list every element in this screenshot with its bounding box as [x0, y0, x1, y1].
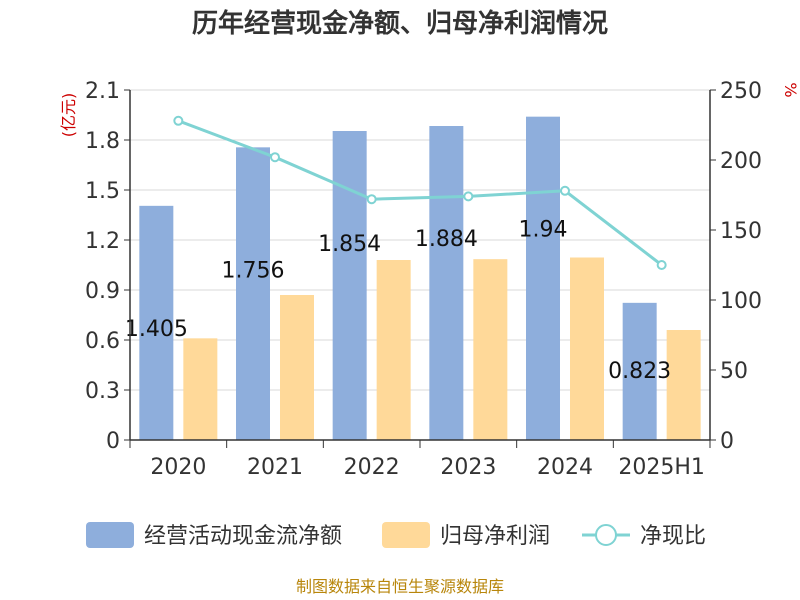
axes: 0 0.3 0.6 0.9 1.2 1.5 1.8 2.1 0 50 100 150 200 250 202… [85, 79, 762, 480]
data-label: 1.854 [318, 232, 381, 257]
ratio-line [173, 115, 667, 270]
data-label: 1.405 [125, 317, 188, 342]
right-axis-tick-label: 250 [720, 79, 762, 104]
left-axis-tick-label: 0.6 [85, 329, 120, 354]
ratio-point [560, 185, 570, 196]
x-axis-tick-label: 2024 [537, 455, 593, 480]
left-axis-tick-label: 1.8 [85, 129, 120, 154]
bar-operating-cash-flow [622, 302, 657, 440]
bar-operating-cash-flow [332, 131, 367, 440]
x-axis-tick-label: 2021 [247, 455, 303, 480]
left-axis-tick-label: 1.2 [85, 229, 120, 254]
bar-net-profit [280, 295, 314, 440]
bar-net-profit [666, 330, 701, 440]
right-axis-unit: % [781, 82, 800, 97]
ratio-point [270, 152, 280, 163]
data-label: 1.94 [519, 218, 568, 243]
left-axis-tick-label: 1.5 [85, 179, 120, 204]
data-labels: 1.405 1.756 1.854 1.884 1.94 0.823 [125, 218, 671, 384]
bar-operating-cash-flow [236, 147, 270, 441]
legend-swatch [382, 522, 430, 548]
x-axis-tick-label: 2022 [344, 455, 400, 480]
bar-net-profit [183, 338, 218, 440]
right-axis-tick-label: 200 [720, 149, 762, 174]
bar-net-profit [376, 260, 411, 440]
bar-operating-cash-flow [526, 116, 560, 441]
legend-label: 净现比 [640, 524, 706, 549]
right-axis-tick-label: 50 [720, 359, 748, 384]
bar-net-profit [570, 257, 604, 440]
ratio-point [463, 191, 474, 202]
left-axis-tick-label: 0.3 [85, 379, 120, 404]
ratio-line-path [177, 119, 663, 267]
bar-operating-cash-flow [429, 126, 464, 440]
data-label: 0.823 [608, 359, 671, 384]
x-axis-tick-label: 2025H1 [618, 455, 705, 480]
bars [139, 116, 701, 441]
data-label: 1.884 [415, 227, 478, 252]
ratio-point [173, 115, 184, 126]
left-axis-tick-label: 2.1 [85, 79, 120, 104]
legend-label: 经营活动现金流净额 [144, 524, 342, 549]
left-axis-tick-label: 0 [106, 429, 120, 454]
ratio-point [656, 260, 667, 270]
data-label: 1.756 [222, 258, 285, 283]
right-axis-tick-label: 150 [720, 219, 762, 244]
x-axis-tick-label: 2020 [150, 455, 206, 480]
x-axis-tick-label: 2023 [440, 455, 496, 480]
right-axis-tick-label: 100 [720, 289, 762, 314]
left-axis-tick-label: 0.9 [85, 279, 120, 304]
left-axis-unit: (亿元) [59, 93, 78, 138]
chart-title: 历年经营现金净额、归母净利润情况 [192, 8, 608, 39]
ratio-point [366, 194, 377, 205]
bar-operating-cash-flow [139, 205, 174, 440]
legend: 经营活动现金流净额 归母净利润 净现比 [86, 522, 706, 549]
legend-swatch [86, 522, 134, 548]
right-axis-tick-label: 0 [720, 429, 734, 454]
source-note: 制图数据来自恒生聚源数据库 [296, 577, 504, 596]
bar-net-profit [473, 259, 508, 440]
legend-label: 归母净利润 [440, 524, 550, 549]
legend-marker [595, 524, 617, 546]
